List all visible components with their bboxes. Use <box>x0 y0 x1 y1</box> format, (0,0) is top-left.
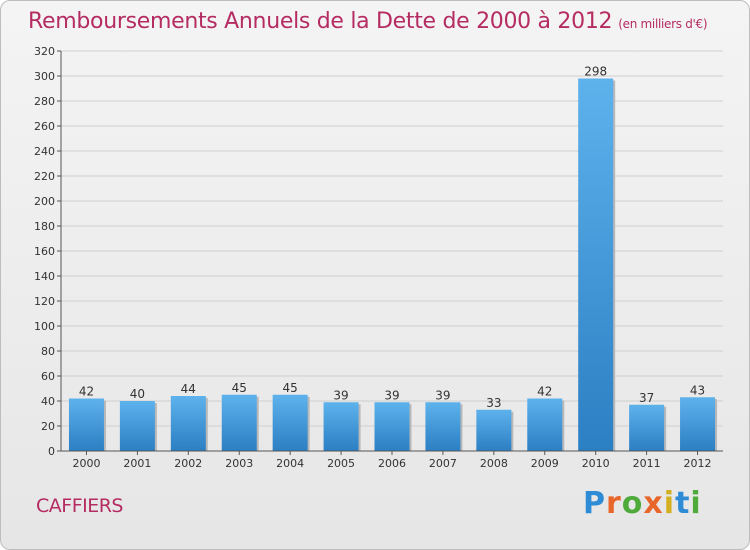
logo-letter: x <box>643 486 664 521</box>
logo-letter: i <box>690 486 702 521</box>
bar-2005 <box>323 402 359 451</box>
bars: 42 40 44 45 45 39 39 39 33 42 298 37 43 <box>68 65 718 451</box>
bar-2008 <box>476 409 512 451</box>
x-tick-label: 2006 <box>378 457 406 470</box>
y-tick-label: 100 <box>34 320 55 333</box>
y-tick-label: 180 <box>34 220 55 233</box>
y-tick-label: 0 <box>48 445 55 458</box>
bar-2006 <box>374 402 410 451</box>
y-tick-label: 300 <box>34 70 55 83</box>
value-label: 44 <box>181 382 196 396</box>
unit-label: (en milliers d'€) <box>618 17 708 31</box>
value-label: 39 <box>333 388 348 402</box>
bar-2009 <box>527 398 563 451</box>
y-tick-label: 280 <box>34 95 55 108</box>
axes: 0 20 40 60 80 100 120 140 160 180 200 220 240 260 280 3… <box>34 45 723 470</box>
logo-letter: o <box>621 486 644 521</box>
y-tick-label: 200 <box>34 195 55 208</box>
x-tick-label: 2003 <box>225 457 253 470</box>
value-label: 45 <box>232 381 247 395</box>
x-tick-label: 2004 <box>276 457 304 470</box>
value-label: 45 <box>283 381 298 395</box>
x-tick-label: 2011 <box>633 457 661 470</box>
y-tick-label: 20 <box>41 420 55 433</box>
logo-letter: r <box>606 486 622 521</box>
bar-2012 <box>680 397 716 451</box>
value-label: 43 <box>690 383 705 397</box>
y-tick-label: 160 <box>34 245 55 258</box>
x-tick-label: 2012 <box>684 457 712 470</box>
value-label: 39 <box>435 388 450 402</box>
proxiti-logo: Proxiti <box>583 486 702 521</box>
x-tick-label: 2001 <box>123 457 151 470</box>
x-tick-label: 2009 <box>531 457 559 470</box>
bar-2002 <box>170 396 206 451</box>
value-label: 37 <box>639 391 654 405</box>
value-label: 33 <box>486 396 501 410</box>
value-label: 42 <box>79 385 94 399</box>
bar-2007 <box>425 402 461 451</box>
x-tick-label: 2010 <box>582 457 610 470</box>
logo-letter: t <box>675 486 691 521</box>
y-tick-label: 240 <box>34 145 55 158</box>
y-tick-label: 40 <box>41 395 55 408</box>
y-tick-label: 260 <box>34 120 55 133</box>
logo-letter: P <box>583 486 606 521</box>
y-tick-label: 60 <box>41 370 55 383</box>
bar-2004 <box>272 394 308 451</box>
title-text: Remboursements Annuels de la Dette de 20… <box>28 9 613 34</box>
bar-2001 <box>119 401 155 451</box>
value-label: 39 <box>384 388 399 402</box>
y-tick-label: 320 <box>34 45 55 58</box>
x-tick-label: 2007 <box>429 457 457 470</box>
bar-2003 <box>221 394 257 451</box>
bar-2011 <box>629 404 665 451</box>
y-tick-label: 220 <box>34 170 55 183</box>
logo-letter: i <box>663 486 676 521</box>
x-tick-label: 2005 <box>327 457 355 470</box>
y-tick-label: 140 <box>34 270 55 283</box>
bar-2010 <box>578 78 614 451</box>
commune-name: CAFFIERS <box>36 495 124 517</box>
y-tick-label: 120 <box>34 295 55 308</box>
value-label: 298 <box>584 65 607 79</box>
x-tick-label: 2000 <box>72 457 100 470</box>
value-label: 40 <box>130 387 145 401</box>
value-label: 42 <box>537 385 552 399</box>
x-tick-label: 2002 <box>174 457 202 470</box>
chart-title: Remboursements Annuels de la Dette de 20… <box>28 9 708 34</box>
bar-2000 <box>68 398 104 451</box>
x-tick-label: 2008 <box>480 457 508 470</box>
y-tick-label: 80 <box>41 345 55 358</box>
